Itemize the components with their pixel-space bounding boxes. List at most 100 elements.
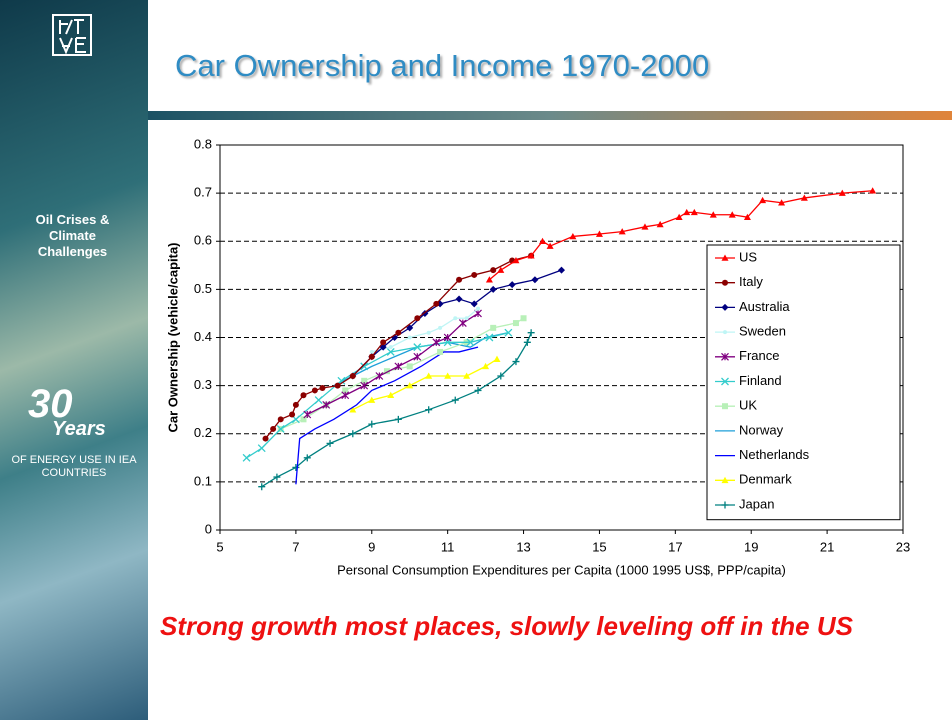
marker — [458, 319, 467, 327]
marker — [292, 401, 299, 408]
marker — [497, 372, 505, 380]
marker — [490, 324, 497, 331]
marker — [728, 211, 736, 218]
marker — [453, 316, 458, 321]
legend-label: France — [739, 348, 779, 363]
marker — [314, 396, 323, 405]
marker — [444, 372, 452, 379]
x-tick-label: 9 — [368, 539, 375, 554]
marker — [292, 463, 300, 471]
y-tick-label: 0.7 — [194, 185, 212, 200]
marker — [432, 338, 441, 347]
marker — [387, 391, 395, 399]
marker — [349, 406, 357, 413]
marker — [303, 410, 312, 419]
marker — [437, 348, 444, 355]
marker — [380, 339, 387, 346]
marker — [438, 325, 443, 330]
x-tick-label: 13 — [516, 539, 530, 554]
marker — [394, 415, 402, 423]
marker — [656, 220, 664, 228]
marker — [319, 385, 326, 392]
marker — [349, 373, 356, 379]
legend-label: Japan — [739, 496, 774, 511]
marker — [675, 213, 683, 220]
logo — [52, 14, 92, 56]
marker — [527, 252, 535, 259]
y-tick-label: 0.1 — [194, 473, 212, 488]
marker — [369, 349, 374, 354]
marker — [558, 266, 565, 274]
marker — [778, 199, 786, 206]
marker — [433, 300, 440, 307]
title-bar — [148, 111, 952, 120]
x-tick-label: 21 — [820, 539, 834, 554]
legend-label: UK — [739, 398, 757, 413]
marker — [721, 352, 729, 361]
marker — [394, 362, 403, 371]
marker — [618, 228, 626, 235]
marker — [721, 501, 729, 509]
legend-label: Sweden — [739, 324, 786, 339]
marker — [723, 330, 727, 335]
marker — [508, 281, 516, 289]
marker — [443, 333, 452, 342]
marker — [361, 377, 368, 384]
marker — [368, 396, 376, 403]
x-tick-label: 15 — [592, 539, 606, 554]
y-tick-label: 0.2 — [194, 425, 212, 440]
marker — [270, 425, 277, 432]
marker — [709, 211, 717, 218]
marker — [527, 329, 535, 337]
marker — [497, 266, 505, 273]
marker — [690, 208, 698, 216]
marker — [334, 382, 341, 389]
topic: Oil Crises & Climate Challenges — [35, 212, 110, 259]
marker — [539, 237, 547, 245]
marker — [463, 372, 471, 379]
marker — [869, 187, 877, 194]
legend-label: Denmark — [739, 472, 792, 487]
marker — [456, 276, 463, 283]
marker — [407, 335, 412, 340]
marker — [455, 295, 463, 303]
marker — [504, 328, 513, 337]
marker — [289, 411, 296, 418]
legend-label: Finland — [739, 373, 782, 388]
marker — [683, 208, 691, 216]
marker — [482, 362, 490, 370]
marker — [520, 315, 527, 322]
legend-label: US — [739, 249, 757, 264]
marker — [800, 194, 808, 201]
marker — [512, 257, 520, 264]
marker — [512, 320, 519, 327]
marker — [470, 300, 478, 308]
marker — [414, 315, 421, 322]
x-tick-label: 11 — [441, 539, 455, 554]
legend-label: Australia — [739, 299, 790, 314]
marker — [277, 416, 284, 423]
marker — [311, 387, 318, 394]
caption: Strong growth most places, slowly leveli… — [160, 611, 853, 641]
marker — [326, 439, 334, 447]
y-tick-label: 0.6 — [194, 233, 212, 248]
marker — [425, 406, 433, 414]
marker — [342, 387, 349, 394]
marker — [641, 223, 649, 230]
y-tick-label: 0.3 — [194, 377, 212, 392]
marker — [406, 382, 414, 389]
legend-label: Netherlands — [739, 447, 810, 462]
marker — [485, 333, 494, 342]
marker — [375, 372, 384, 380]
marker — [406, 363, 413, 370]
marker — [490, 267, 497, 274]
marker — [512, 358, 520, 366]
marker — [276, 424, 285, 433]
y-tick-label: 0 — [205, 521, 212, 536]
marker — [489, 285, 497, 293]
marker — [368, 353, 375, 360]
marker — [523, 338, 531, 346]
marker — [595, 230, 603, 237]
marker — [569, 232, 577, 240]
marker — [303, 454, 311, 462]
